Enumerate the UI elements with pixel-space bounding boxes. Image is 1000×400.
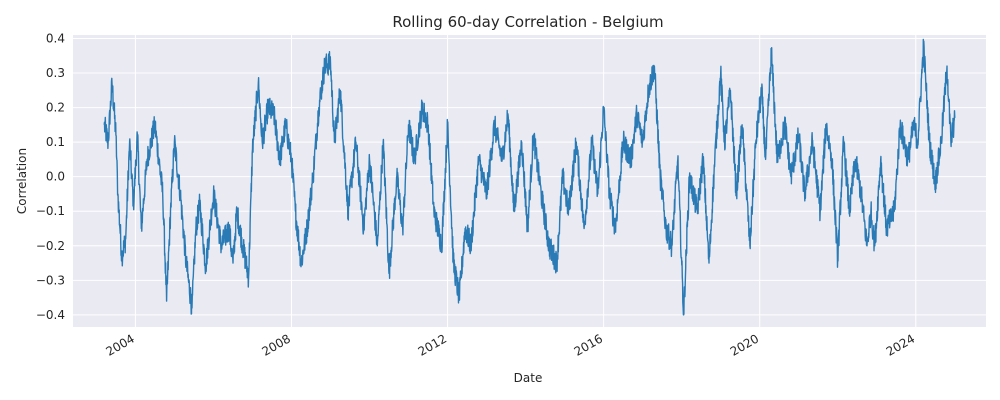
grid-lines bbox=[73, 35, 986, 327]
y-tick-label: −0.4 bbox=[36, 308, 65, 322]
y-tick-label: 0.0 bbox=[46, 170, 65, 184]
y-tick-label: 0.3 bbox=[46, 66, 65, 80]
x-tick-label: 2008 bbox=[260, 331, 293, 358]
y-tick-label: 0.2 bbox=[46, 101, 65, 115]
series-line bbox=[103, 38, 956, 316]
plot-area bbox=[73, 35, 986, 327]
y-tick-label: −0.3 bbox=[36, 273, 65, 287]
y-axis-label: Correlation bbox=[15, 148, 29, 214]
x-tick-label: 2004 bbox=[103, 331, 136, 358]
x-tick-label: 2024 bbox=[884, 331, 917, 358]
y-tick-label: −0.1 bbox=[36, 204, 65, 218]
x-tick-label: 2016 bbox=[572, 331, 605, 358]
x-tick-label: 2020 bbox=[728, 331, 761, 358]
chart-title: Rolling 60-day Correlation - Belgium bbox=[392, 13, 663, 31]
y-tick-label: 0.1 bbox=[46, 135, 65, 149]
y-tick-label: 0.4 bbox=[46, 31, 65, 45]
series-layer bbox=[103, 38, 956, 316]
x-tick-label: 2012 bbox=[416, 331, 449, 358]
y-tick-label: −0.2 bbox=[36, 239, 65, 253]
x-axis-label: Date bbox=[514, 371, 543, 385]
